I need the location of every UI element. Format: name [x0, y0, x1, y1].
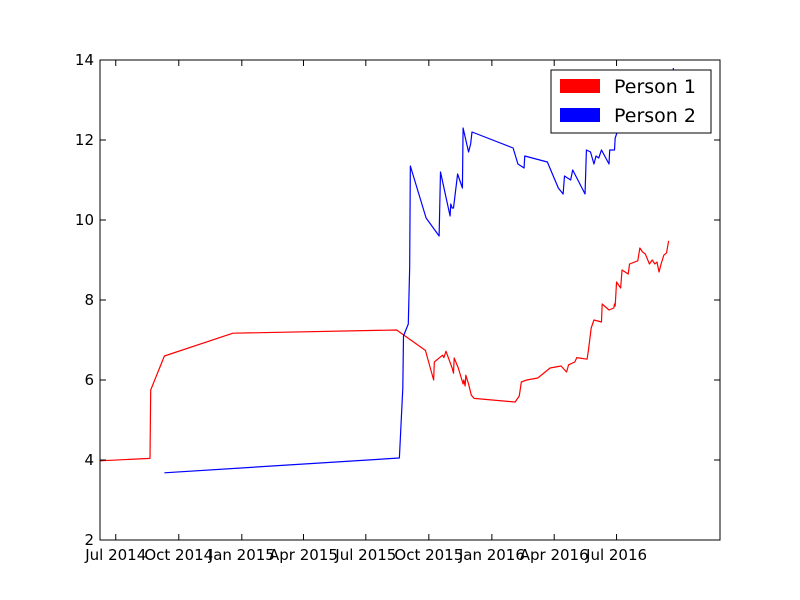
series-line-1 — [100, 240, 670, 462]
x-tick-label: Oct 2015 — [394, 546, 463, 564]
x-tick-label: Jul 2015 — [334, 546, 396, 564]
legend: Person 1 Person 2 — [550, 69, 712, 134]
y-tick-label: 10 — [75, 211, 94, 229]
legend-label: Person 2 — [614, 105, 696, 127]
x-tick-label: Jul 2014 — [84, 546, 146, 564]
x-tick-label: Jan 2015 — [208, 546, 275, 564]
y-tick-label: 12 — [75, 131, 94, 149]
legend-swatch — [560, 108, 600, 122]
legend-swatch — [560, 79, 600, 93]
y-tick-label: 8 — [84, 291, 94, 309]
legend-label: Person 1 — [614, 76, 696, 98]
y-tick-label: 4 — [84, 451, 94, 469]
x-tick-label: Apr 2015 — [269, 546, 338, 564]
y-tick-label: 6 — [84, 371, 94, 389]
x-tick-label: Apr 2016 — [520, 546, 589, 564]
x-tick-label: Oct 2014 — [144, 546, 213, 564]
y-tick-label: 2 — [84, 531, 94, 549]
x-tick-label: Jan 2016 — [458, 546, 525, 564]
x-tick-label: Jul 2016 — [585, 546, 647, 564]
y-tick-label: 14 — [75, 51, 94, 69]
